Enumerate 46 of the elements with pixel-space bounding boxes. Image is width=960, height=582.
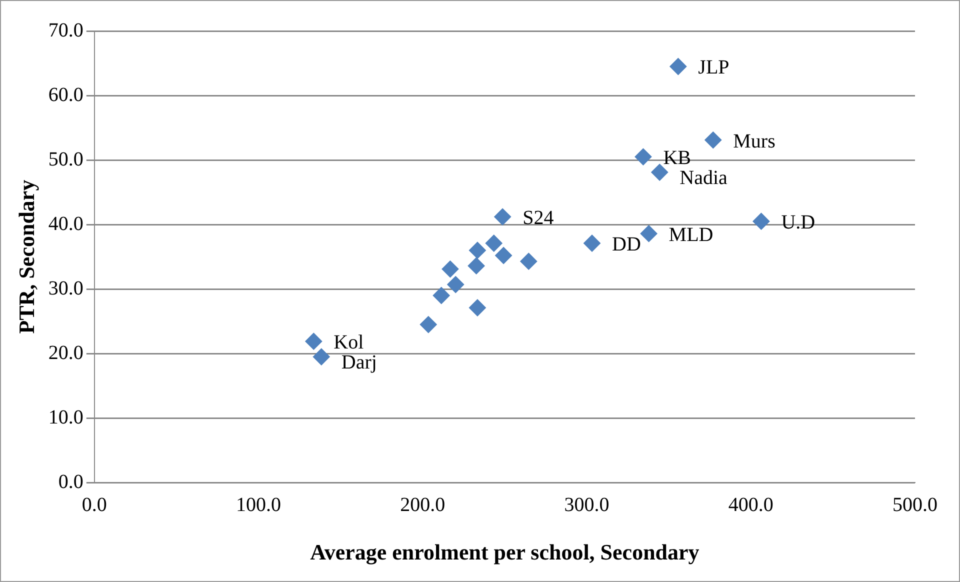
annotation: MLD <box>668 224 714 246</box>
point <box>468 299 486 316</box>
point <box>312 348 330 366</box>
y-tick-label: 0.0 <box>58 470 84 493</box>
annotation: Murs <box>733 130 776 152</box>
point <box>495 247 512 264</box>
y-tick-label: 30.0 <box>48 277 84 300</box>
point <box>468 242 486 259</box>
point <box>485 234 502 252</box>
annotation: DD <box>612 234 641 256</box>
point <box>420 316 437 334</box>
y-tick-label: 70.0 <box>48 19 84 42</box>
point <box>520 252 538 270</box>
annotation: U.D <box>781 212 816 234</box>
y-tick-label: 10.0 <box>48 406 84 428</box>
point <box>468 257 485 274</box>
annotation: S24 <box>522 207 554 230</box>
point <box>634 148 652 166</box>
x-tick-label: 200.0 <box>400 494 446 516</box>
y-tick-label: 50.0 <box>48 148 84 170</box>
point <box>305 332 322 350</box>
point <box>584 234 601 252</box>
point <box>651 164 668 181</box>
point <box>752 212 770 230</box>
x-tick-label: 500.0 <box>892 494 938 516</box>
x-tick-label: 100.0 <box>236 494 282 516</box>
y-tick-label: 40.0 <box>48 212 84 235</box>
x-axis-title: Average enrolment per school, Secondary <box>310 539 700 564</box>
annotation: KB <box>663 147 692 170</box>
y-tick-label: 20.0 <box>48 342 84 364</box>
annotation: Darj <box>341 352 377 374</box>
x-tick-label: 300.0 <box>564 494 610 516</box>
y-axis-title: PTR, Secondary <box>14 180 39 334</box>
point <box>447 276 464 294</box>
x-tick-label: 400.0 <box>728 494 774 516</box>
annotation: Kol <box>334 332 364 354</box>
point <box>432 287 450 304</box>
point <box>640 225 658 242</box>
annotation: Nadia <box>680 167 728 190</box>
point <box>494 208 512 226</box>
point <box>670 58 687 75</box>
annotation: JLP <box>698 56 730 79</box>
point <box>704 132 722 149</box>
x-tick-label: 0.0 <box>82 494 107 516</box>
point <box>442 260 459 278</box>
y-tick-label: 60.0 <box>48 84 84 106</box>
